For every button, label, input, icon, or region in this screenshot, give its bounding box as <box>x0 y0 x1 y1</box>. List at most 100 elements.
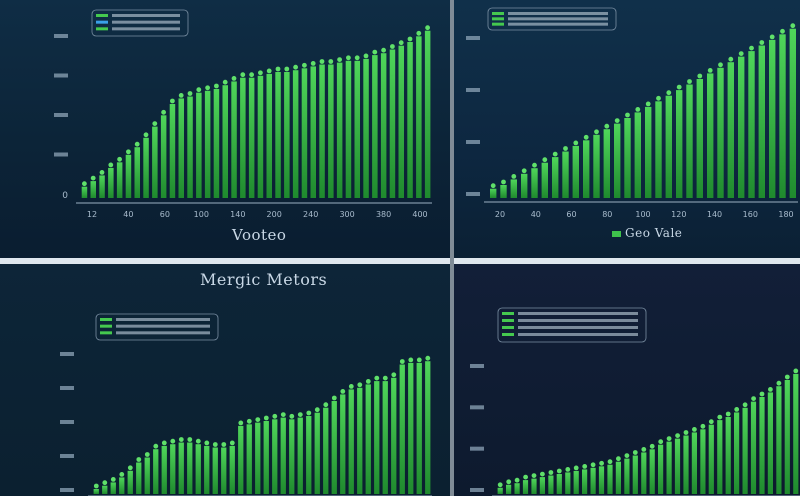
legend-text-placeholder <box>112 27 180 31</box>
bar <box>257 75 264 198</box>
bar-marker <box>656 95 661 101</box>
bar <box>127 470 133 494</box>
bar-marker <box>187 437 193 442</box>
x-tick-label: 180 <box>778 210 793 219</box>
bar <box>221 447 227 494</box>
bar-marker <box>683 430 689 435</box>
bar <box>758 45 765 198</box>
bar <box>674 438 681 494</box>
bar-marker <box>293 64 298 70</box>
bar <box>272 419 278 494</box>
bar <box>666 441 672 494</box>
bar <box>727 62 734 199</box>
bar-marker <box>178 93 184 98</box>
x-tick-label: 40 <box>531 210 541 219</box>
bar-marker <box>594 129 599 135</box>
bar <box>521 173 528 198</box>
bar-marker <box>497 482 503 488</box>
bar <box>665 95 672 198</box>
bar-marker <box>390 44 395 49</box>
bar <box>144 457 150 494</box>
bar <box>136 462 142 494</box>
bar <box>331 401 337 494</box>
x-tick-label: 240 <box>303 210 318 219</box>
horizontal-divider <box>0 258 800 264</box>
bar-marker <box>658 439 664 445</box>
bar-marker <box>624 453 630 458</box>
bar <box>696 79 703 198</box>
bar-marker <box>348 384 354 389</box>
bar-marker <box>240 72 246 78</box>
legend-text-placeholder <box>112 20 180 24</box>
y-tick-mark <box>466 88 480 92</box>
bar <box>297 417 303 494</box>
bar <box>541 162 548 198</box>
bar-marker <box>416 30 422 36</box>
y-tick-mark <box>60 454 74 458</box>
bar <box>160 115 167 198</box>
bar <box>573 470 579 494</box>
bar <box>759 397 765 494</box>
bar-marker <box>337 57 342 62</box>
bar-marker <box>604 123 610 129</box>
bar-marker <box>222 79 228 85</box>
bar-marker <box>565 467 571 472</box>
bar-marker <box>552 151 558 157</box>
bar <box>292 70 299 198</box>
bar-marker <box>323 402 329 408</box>
bar <box>323 407 329 494</box>
bar-marker <box>700 423 706 429</box>
bar-marker <box>675 433 680 438</box>
y-tick-mark <box>470 364 484 368</box>
bar <box>354 60 360 198</box>
bar <box>683 435 689 494</box>
bar <box>624 118 631 198</box>
bar <box>548 475 554 494</box>
bar-marker <box>540 471 545 477</box>
chart-title: Mergic Metors <box>200 270 328 289</box>
bar-marker <box>780 28 785 34</box>
bar-marker <box>249 72 255 78</box>
x-tick-label: 20 <box>495 210 505 219</box>
bar-marker <box>573 140 579 146</box>
y-tick-mark <box>54 113 68 117</box>
bar <box>583 140 590 198</box>
x-tick-label: 380 <box>376 210 391 219</box>
bar <box>187 96 193 198</box>
bar <box>793 373 799 494</box>
bar-marker <box>666 436 672 441</box>
bar <box>152 126 158 198</box>
bar-marker <box>563 146 568 151</box>
bar <box>363 58 369 199</box>
bar <box>391 377 397 494</box>
chart-panel-top-left: 0 12 40 60 100 140 200 240 300 380 400 Vooteo <box>0 0 450 258</box>
bar <box>81 186 88 198</box>
legend-text-placeholder <box>116 331 210 335</box>
bar-marker <box>532 162 537 168</box>
bar <box>240 77 246 198</box>
bar-marker <box>99 170 105 175</box>
bar-marker <box>161 109 167 115</box>
chart-top-left: 0 12 40 60 100 140 200 240 300 380 400 <box>54 9 432 219</box>
legend-box <box>497 307 647 343</box>
bar <box>514 483 520 494</box>
bar <box>784 380 790 494</box>
bar <box>195 444 201 494</box>
chart-panel-bottom-right <box>454 264 800 496</box>
bar-marker <box>102 480 108 486</box>
bar-marker <box>556 468 562 474</box>
bar-marker <box>769 34 775 40</box>
bar <box>531 478 537 494</box>
bar-marker <box>258 70 263 76</box>
chart-panel-top-right: 20 40 60 80 100 120 140 160 180 <box>454 0 800 258</box>
x-tick-label: 60 <box>566 210 576 219</box>
bar-marker <box>108 162 114 168</box>
bar-marker <box>511 174 517 179</box>
bar-marker <box>297 412 303 417</box>
y-tick-mark <box>60 420 74 424</box>
bar-marker <box>707 68 713 73</box>
bar <box>725 417 731 494</box>
bar <box>655 101 662 198</box>
chart-panel-bottom-left <box>0 264 450 496</box>
bar-marker <box>759 391 765 397</box>
